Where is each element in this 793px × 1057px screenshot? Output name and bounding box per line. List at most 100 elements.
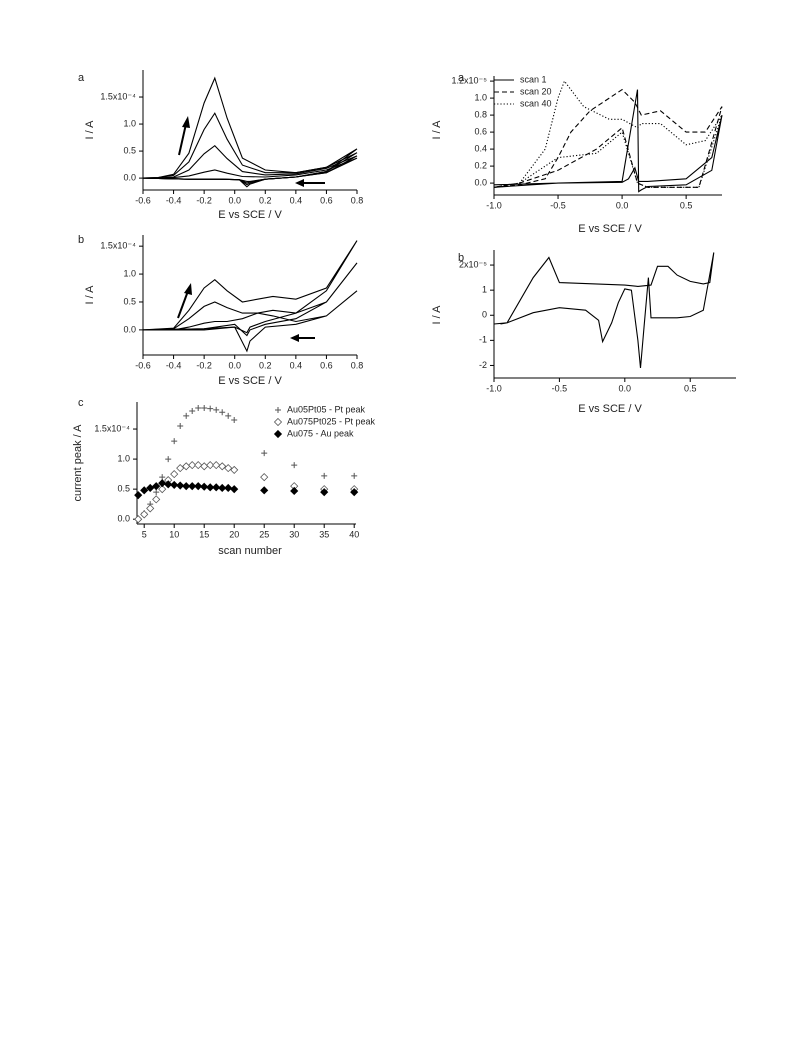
arrow [177,290,189,319]
marker [183,412,190,419]
marker [146,483,155,493]
marker [195,405,202,412]
y-tick-label: 0.5 [123,145,136,155]
marker [182,482,191,491]
y-tick-label: 0 [482,310,487,320]
marker [171,438,178,445]
marker [224,464,233,473]
arrow-head [290,334,299,342]
y-axis-label: I / A [84,120,96,140]
panel-label: c [78,397,84,409]
marker [206,483,215,492]
y-tick-label: 0.5 [123,296,136,306]
x-tick-label: 0.2 [259,195,272,205]
marker [188,482,197,491]
arrow [178,123,187,156]
x-tick-label: 0.6 [320,195,333,205]
panel-label: b [78,234,84,246]
y-tick-label: -1 [479,335,487,345]
y-tick-label: 1.0 [123,118,136,128]
marker [321,472,328,479]
y-tick-label: 1.5x10⁻⁴ [100,241,136,251]
marker [290,486,299,496]
marker [170,480,179,490]
arrow-head [182,116,190,128]
marker [212,461,221,470]
y-tick-label: 0.5 [117,484,130,494]
x-tick-label: 0.5 [680,200,693,210]
x-tick-label: -0.4 [166,195,182,205]
panel-label: b [458,252,464,264]
marker [188,461,197,470]
curve [142,240,358,334]
x-tick-label: 25 [259,529,269,539]
marker [165,456,172,463]
panel-label: a [458,72,465,84]
legend-label: scan 1 [520,74,547,84]
x-tick-label: -0.2 [196,360,212,370]
marker [230,485,239,494]
x-tick-label: 0.0 [228,360,241,370]
y-axis-label: I / A [84,285,96,305]
y-tick-label: 0.0 [117,514,130,524]
y-axis-label: I / A [431,120,443,140]
x-axis-label: E vs SCE / V [578,223,642,235]
arrow-head [184,283,192,295]
marker [146,504,155,513]
marker [134,491,143,500]
x-axis-label: scan number [218,545,282,557]
x-tick-label: -0.6 [135,360,151,370]
legend-label: scan 20 [520,86,552,96]
y-tick-label: 0.0 [474,177,487,187]
x-tick-label: 0.8 [351,360,364,370]
marker [189,408,196,415]
x-tick-label: 5 [142,529,147,539]
y-tick-label: 0.8 [474,109,487,119]
marker [134,515,143,524]
x-tick-label: 0.6 [320,360,333,370]
arrow-head [295,179,304,187]
x-tick-label: -0.2 [196,195,212,205]
legend-label: Au075Pt025 - Pt peak [287,416,376,426]
y-tick-label: 0.4 [474,143,487,153]
marker [170,470,179,479]
curve [142,262,358,337]
marker [350,488,359,497]
marker [194,482,203,491]
y-tick-label: 1.5x10⁻⁴ [94,423,130,433]
curve [493,89,723,193]
curve [493,88,723,188]
x-tick-label: 10 [169,529,179,539]
x-tick-label: -1.0 [486,383,502,393]
marker [261,450,268,457]
marker [218,462,227,471]
marker [194,461,203,470]
curve [143,290,358,353]
y-tick-label: 0.0 [123,324,136,334]
legend-label: Au075 - Au peak [287,428,354,438]
x-tick-label: -1.0 [486,200,502,210]
y-tick-label: 1.5x10⁻⁴ [100,91,136,101]
x-tick-label: -0.4 [166,360,182,370]
marker [207,405,214,412]
x-tick-label: 15 [199,529,209,539]
x-tick-label: -0.5 [552,383,568,393]
y-tick-label: 2x10⁻⁵ [459,259,487,269]
y-tick-label: 0.2 [474,160,487,170]
legend-label: scan 40 [520,98,552,108]
x-tick-label: 35 [319,529,329,539]
marker [273,417,283,427]
marker [200,482,209,491]
curve [493,79,723,188]
y-tick-label: -2 [479,360,487,370]
marker [291,462,298,469]
curve [493,252,715,369]
arrows [177,116,325,342]
y-tick-label: 1.0 [474,92,487,102]
y-axis-label: I / A [431,305,443,325]
y-tick-label: 1 [482,285,487,295]
marker [164,480,173,489]
marker [320,488,329,497]
marker [140,510,149,519]
